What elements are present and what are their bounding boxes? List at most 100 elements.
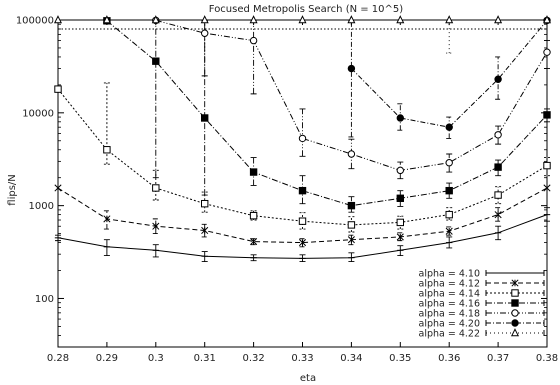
legend-label: alpha = 4.20 <box>419 319 481 330</box>
x-tick-label: 0.3 <box>148 353 164 364</box>
data-point-marker <box>249 15 258 24</box>
data-point-marker <box>445 210 453 219</box>
data-point-marker <box>201 226 209 235</box>
data-point-marker <box>298 217 307 225</box>
data-point-marker <box>201 199 209 208</box>
data-point-marker <box>542 15 552 24</box>
data-point-marker <box>494 131 502 139</box>
data-point-marker <box>152 184 160 192</box>
x-axis-label: eta <box>300 373 316 384</box>
error-bar <box>544 108 550 123</box>
data-point-marker <box>53 15 63 24</box>
y-tick-label: 100 <box>35 294 54 305</box>
legend-item: alpha = 4.22 <box>419 328 545 340</box>
data-point-marker <box>347 150 356 158</box>
legend-item: alpha = 4.12 <box>419 279 545 290</box>
legend-label: alpha = 4.14 <box>419 289 481 300</box>
legend-label: alpha = 4.18 <box>419 309 481 320</box>
data-point-marker <box>511 299 519 307</box>
data-point-marker <box>445 15 454 24</box>
data-point-marker <box>298 239 307 247</box>
data-point-marker <box>511 309 519 317</box>
data-point-marker <box>249 168 258 176</box>
legend-bar-caps <box>485 280 545 286</box>
y-tick-label: 1000 <box>29 201 54 212</box>
data-point-marker <box>249 211 258 220</box>
data-point-marker <box>103 146 111 154</box>
series-alpha-4-22 <box>53 15 552 54</box>
data-point-marker <box>543 184 551 192</box>
error-bar <box>446 19 453 54</box>
data-point-marker <box>494 163 502 171</box>
error-bar <box>495 207 502 222</box>
data-point-marker <box>396 194 405 202</box>
data-point-marker <box>543 111 551 119</box>
data-point-marker <box>511 319 519 327</box>
legend-bar-caps <box>485 330 545 336</box>
data-point-marker <box>511 279 519 287</box>
data-point-marker <box>494 75 502 83</box>
data-point-marker <box>54 85 62 93</box>
x-tick-label: 0.32 <box>242 353 264 364</box>
legend-item: alpha = 4.18 <box>419 309 545 320</box>
data-point-marker <box>543 48 551 56</box>
x-tick-label: 0.31 <box>194 353 216 364</box>
legend-item: alpha = 4.10 <box>419 269 545 280</box>
legend-bar-caps <box>485 300 545 306</box>
y-tick-label: 10000 <box>22 108 54 119</box>
x-tick-label: 0.37 <box>487 353 509 364</box>
legend-item: alpha = 4.16 <box>419 299 545 310</box>
data-point-marker <box>152 57 160 65</box>
data-point-marker <box>347 201 356 210</box>
legend-label: alpha = 4.22 <box>419 329 481 340</box>
data-point-marker <box>347 15 356 24</box>
x-tick-label: 0.38 <box>536 353 558 364</box>
x-tick-label: 0.33 <box>291 353 313 364</box>
data-point-marker <box>298 134 307 143</box>
error-bar <box>446 207 453 221</box>
data-point-marker <box>103 215 111 223</box>
error-bar <box>152 218 159 235</box>
legend-item: alpha = 4.20 <box>419 319 545 330</box>
data-point-marker <box>250 238 258 246</box>
legend-label: alpha = 4.12 <box>419 279 481 290</box>
data-point-marker <box>494 15 503 24</box>
x-tick-label: 0.28 <box>47 353 69 364</box>
data-point-marker <box>510 328 520 337</box>
data-point-marker <box>151 15 160 24</box>
series-alpha-4-12 <box>54 184 551 248</box>
data-point-marker <box>445 123 453 131</box>
legend-bar-caps <box>485 320 545 326</box>
data-point-marker <box>54 184 62 192</box>
legend-bar-caps <box>485 310 545 316</box>
series-alpha-4-14 <box>54 82 551 233</box>
data-point-marker <box>347 236 355 244</box>
data-point-marker <box>511 289 519 297</box>
series-alpha-4-10 <box>54 207 551 262</box>
data-point-marker <box>396 166 404 175</box>
error-bar <box>446 153 453 173</box>
chart-title: Focused Metropolis Search (N = 10^5) <box>209 4 403 15</box>
y-tick-label: 100000 <box>16 16 54 27</box>
x-tick-label: 0.29 <box>96 353 118 364</box>
data-point-marker <box>249 36 258 45</box>
data-point-marker <box>445 186 453 195</box>
data-point-marker <box>200 15 209 24</box>
data-point-marker <box>396 233 404 241</box>
error-bar <box>495 159 502 177</box>
legend-label: alpha = 4.16 <box>419 299 481 310</box>
series-alpha-4-18 <box>152 16 551 180</box>
error-bar <box>397 190 404 207</box>
error-bar <box>348 19 355 138</box>
data-point-marker <box>298 186 307 195</box>
data-point-marker <box>152 222 160 230</box>
data-point-marker <box>396 15 405 24</box>
legend-label: alpha = 4.10 <box>419 269 481 280</box>
series-layer <box>53 15 552 262</box>
error-bar <box>250 19 257 95</box>
x-tick-label: 0.34 <box>340 353 362 364</box>
error-bar <box>544 40 550 69</box>
series-alpha-4-16 <box>103 17 551 213</box>
